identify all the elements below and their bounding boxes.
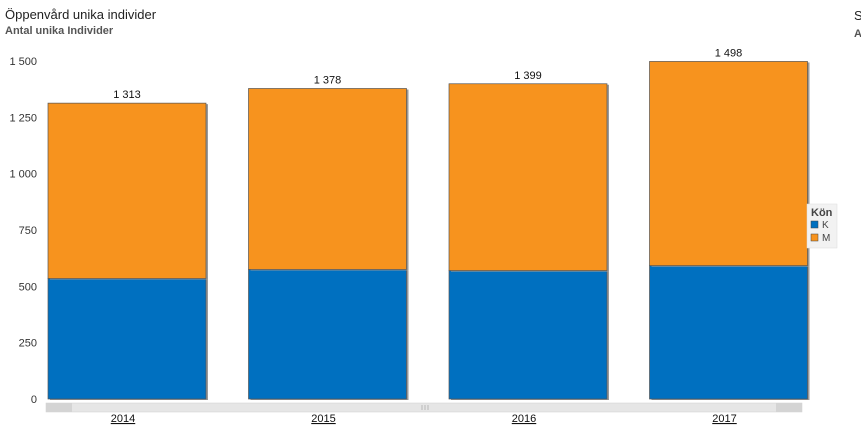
chart-title: Öppenvård unika individer [5, 7, 157, 22]
x-tick-label[interactable]: 2017 [712, 413, 736, 425]
bar-segment-K[interactable] [448, 270, 608, 400]
total-labels: 1 313 1 378 1 399 1 498 [113, 47, 742, 101]
x-tick-label[interactable]: 2015 [311, 413, 335, 425]
chart-subtitle: Antal unika Individer [5, 25, 114, 37]
bar-segment-M[interactable] [448, 83, 608, 271]
total-label: 1 399 [514, 70, 542, 82]
bar-group-2016 [448, 83, 609, 400]
y-tick-label: 0 [31, 394, 37, 406]
bar-segment-K[interactable] [248, 269, 407, 400]
y-tick-label: 1 500 [9, 56, 37, 68]
total-label: 1 313 [113, 89, 141, 101]
bar-segment-M[interactable] [47, 102, 207, 279]
bar-group-2014 [47, 102, 208, 400]
y-tick-label: 1 000 [9, 169, 37, 181]
bar-segment-M[interactable] [248, 88, 407, 270]
legend-swatch-K [810, 220, 819, 229]
bar-group-2017 [649, 61, 810, 400]
bars [47, 61, 810, 400]
clipped-adjacent-chart-title: S A [854, 7, 861, 43]
bar-group-2015 [248, 88, 409, 400]
y-tick-label: 750 [19, 225, 37, 237]
bar-segment-K[interactable] [649, 265, 808, 400]
bar-segment-K[interactable] [47, 278, 207, 400]
legend-swatch-M [810, 233, 819, 242]
legend-title: Kön [811, 207, 833, 219]
scrollbar-track[interactable] [45, 402, 803, 413]
y-axis: 0 250 500 750 1 000 1 250 1 500 [9, 56, 37, 406]
total-label: 1 378 [314, 74, 342, 86]
horizontal-scrollbar[interactable] [45, 402, 803, 413]
scrollbar-right-cap[interactable] [776, 403, 802, 412]
legend-label-K: K [822, 220, 829, 231]
bar-segment-M[interactable] [649, 61, 808, 266]
clipped-title-fragment: S [854, 8, 861, 23]
y-tick-label: 250 [19, 338, 37, 350]
scrollbar-left-cap[interactable] [46, 403, 72, 412]
total-label: 1 498 [715, 47, 743, 59]
legend-label-M: M [822, 233, 830, 244]
x-tick-label[interactable]: 2014 [111, 413, 135, 425]
y-tick-label: 1 250 [9, 112, 37, 124]
y-tick-label: 500 [19, 281, 37, 293]
clipped-subtitle-fragment: A [854, 28, 861, 40]
scrollbar-grip[interactable] [421, 405, 429, 410]
x-tick-label[interactable]: 2016 [512, 413, 536, 425]
x-axis: 2014 2015 2016 2017 [111, 413, 737, 425]
